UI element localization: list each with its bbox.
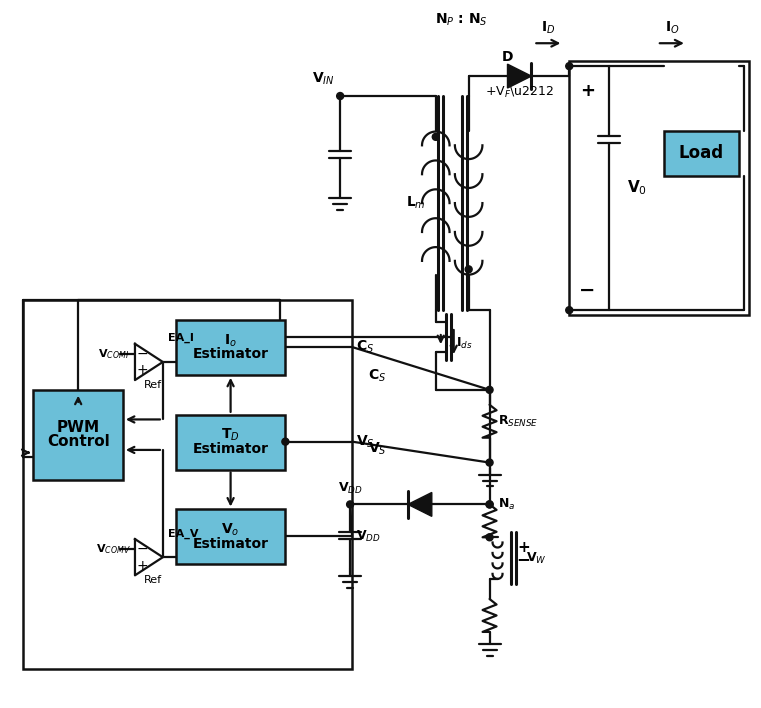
Text: −: − [136, 542, 148, 556]
Text: −: − [579, 281, 595, 299]
Text: Estimator: Estimator [193, 537, 269, 551]
Text: I$_O$: I$_O$ [664, 19, 679, 35]
Text: Ref: Ref [144, 576, 162, 586]
Text: Control: Control [47, 434, 110, 449]
Circle shape [346, 501, 354, 508]
Bar [569, 61, 749, 315]
Text: +: + [136, 363, 148, 377]
Text: L$_m$: L$_m$ [406, 195, 425, 211]
Text: Load: Load [679, 144, 724, 162]
Circle shape [565, 307, 573, 314]
Text: V$_S$: V$_S$ [368, 440, 387, 457]
Circle shape [282, 438, 289, 445]
Text: I$_o$: I$_o$ [224, 332, 237, 349]
Text: N$_P$ : N$_S$: N$_P$ : N$_S$ [435, 11, 488, 28]
Circle shape [432, 133, 439, 140]
Text: V$_W$: V$_W$ [526, 551, 546, 566]
Text: D: D [501, 50, 513, 64]
Text: V$_{COMI}$: V$_{COMI}$ [97, 347, 129, 360]
Bar [176, 415, 285, 469]
Text: −: − [136, 347, 148, 360]
Text: +: + [580, 82, 594, 100]
Text: R$_{SENSE}$: R$_{SENSE}$ [498, 413, 538, 429]
Text: T$_D$: T$_D$ [221, 427, 240, 443]
Circle shape [465, 266, 472, 273]
Text: EA_I: EA_I [168, 333, 194, 343]
Text: V$_{DD}$: V$_{DD}$ [356, 529, 381, 544]
Text: V$_S$: V$_S$ [356, 433, 375, 450]
Polygon shape [408, 493, 431, 516]
Polygon shape [508, 64, 531, 88]
Text: +: + [136, 559, 148, 573]
Text: EA_V: EA_V [168, 528, 199, 539]
Text: I$_{ds}$: I$_{ds}$ [456, 336, 473, 351]
Text: Estimator: Estimator [193, 442, 269, 456]
Bar [176, 320, 285, 375]
Text: Estimator: Estimator [193, 348, 269, 362]
Text: V$_0$: V$_0$ [627, 178, 647, 197]
Polygon shape [135, 344, 163, 380]
Text: C$_S$: C$_S$ [368, 368, 387, 384]
Bar [24, 300, 352, 669]
Text: I$_D$: I$_D$ [541, 19, 556, 35]
Circle shape [336, 93, 344, 100]
Circle shape [486, 501, 493, 508]
Bar [176, 509, 285, 564]
Text: V$_{IN}$: V$_{IN}$ [313, 71, 335, 88]
Polygon shape [135, 539, 163, 576]
Text: +V$_F$\u2212: +V$_F$\u2212 [485, 85, 554, 100]
Circle shape [565, 62, 573, 69]
Text: C$_S$: C$_S$ [356, 339, 374, 355]
Text: V$_{DD}$: V$_{DD}$ [338, 481, 362, 496]
Text: −: − [517, 550, 530, 569]
Text: Ref: Ref [144, 380, 162, 390]
Text: V$_o$: V$_o$ [221, 522, 240, 538]
Text: PWM: PWM [56, 421, 100, 435]
Circle shape [486, 501, 493, 508]
Text: V$_{COMV}$: V$_{COMV}$ [96, 542, 130, 556]
Text: +: + [517, 540, 530, 555]
Circle shape [486, 534, 493, 541]
Bar [664, 131, 739, 176]
Bar [33, 390, 123, 479]
Circle shape [486, 387, 493, 394]
Text: N$_a$: N$_a$ [498, 497, 515, 512]
Circle shape [486, 459, 493, 466]
